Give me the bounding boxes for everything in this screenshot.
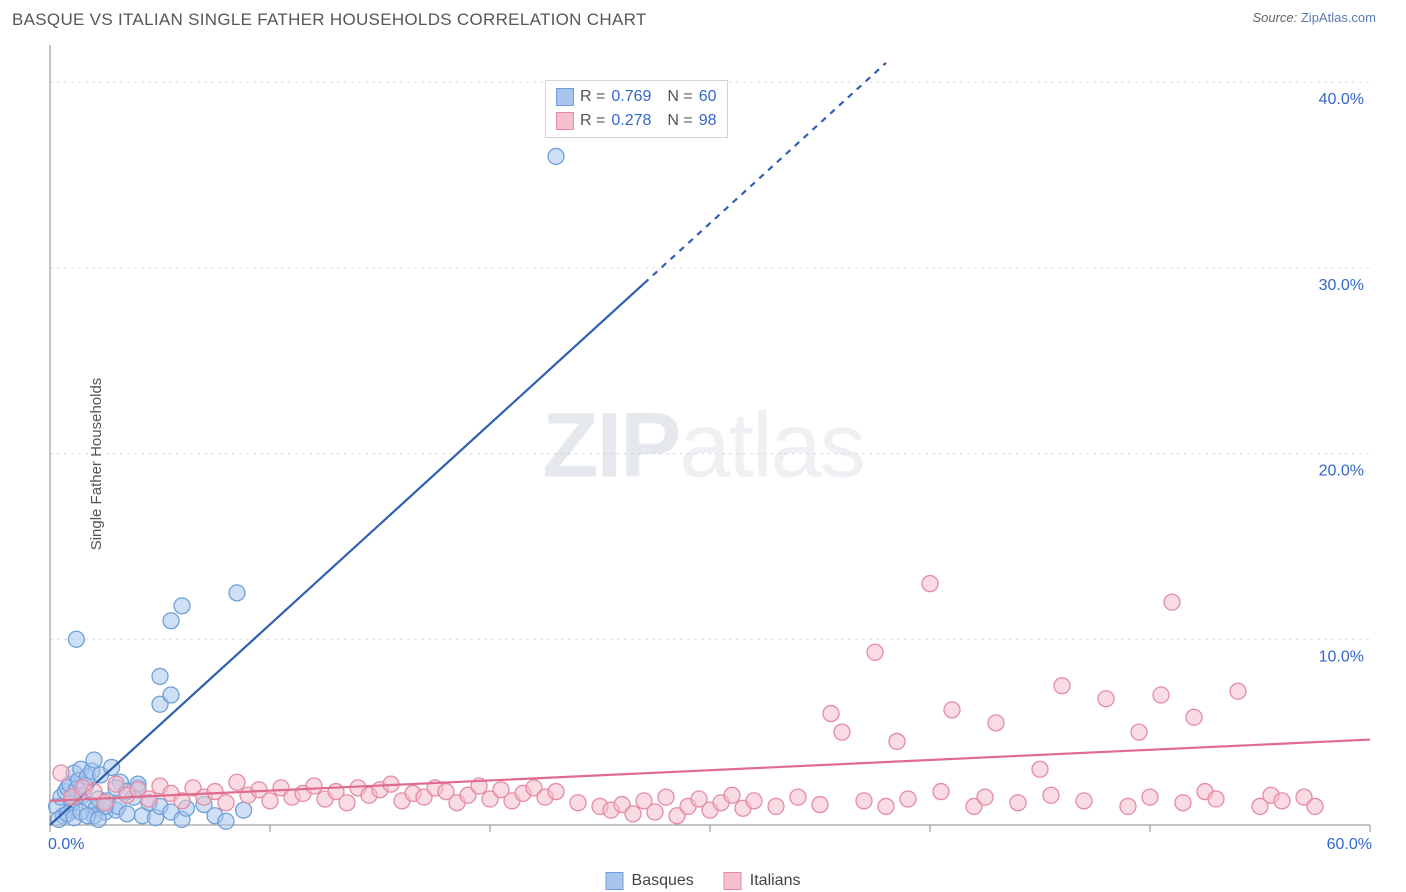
data-point bbox=[1131, 724, 1147, 740]
data-point bbox=[1120, 798, 1136, 814]
data-point bbox=[889, 733, 905, 749]
data-point bbox=[306, 778, 322, 794]
legend-swatch bbox=[606, 872, 624, 890]
stat-n-label: N = bbox=[667, 109, 692, 133]
data-point bbox=[68, 631, 84, 647]
data-point bbox=[625, 806, 641, 822]
data-point bbox=[944, 702, 960, 718]
data-point bbox=[933, 784, 949, 800]
data-point bbox=[1186, 709, 1202, 725]
data-point bbox=[1098, 691, 1114, 707]
data-point bbox=[1142, 789, 1158, 805]
trend-line bbox=[50, 283, 644, 825]
data-point bbox=[900, 791, 916, 807]
data-point bbox=[163, 613, 179, 629]
data-point bbox=[1043, 787, 1059, 803]
svg-text:40.0%: 40.0% bbox=[1319, 91, 1364, 108]
data-point bbox=[1274, 793, 1290, 809]
series-swatch bbox=[556, 112, 574, 130]
data-point bbox=[988, 715, 1004, 731]
data-point bbox=[922, 576, 938, 592]
legend-label: Basques bbox=[632, 872, 694, 890]
data-point bbox=[218, 795, 234, 811]
stat-r-value: 0.278 bbox=[611, 109, 651, 133]
scatter-chart: 10.0% 20.0% 30.0% 40.0% 0.0% 60.0% bbox=[0, 35, 1406, 855]
data-point bbox=[856, 793, 872, 809]
data-point bbox=[768, 798, 784, 814]
data-point bbox=[724, 787, 740, 803]
stat-r-value: 0.769 bbox=[611, 85, 651, 109]
data-point bbox=[1032, 761, 1048, 777]
stat-n-label: N = bbox=[667, 85, 692, 109]
legend-item: Italians bbox=[724, 872, 801, 890]
data-point bbox=[1164, 594, 1180, 610]
data-point bbox=[163, 687, 179, 703]
data-point bbox=[174, 598, 190, 614]
data-point bbox=[86, 752, 102, 768]
data-point bbox=[746, 793, 762, 809]
data-point bbox=[823, 706, 839, 722]
data-point bbox=[867, 644, 883, 660]
data-point bbox=[834, 724, 850, 740]
svg-text:10.0%: 10.0% bbox=[1319, 648, 1364, 665]
data-point bbox=[548, 148, 564, 164]
stat-row: R = 0.769 N = 60 bbox=[556, 85, 717, 109]
svg-text:20.0%: 20.0% bbox=[1319, 463, 1364, 480]
data-point bbox=[1054, 678, 1070, 694]
data-point bbox=[812, 797, 828, 813]
data-point bbox=[647, 804, 663, 820]
data-point bbox=[1175, 795, 1191, 811]
data-point bbox=[141, 791, 157, 807]
stat-row: R = 0.278 N = 98 bbox=[556, 109, 717, 133]
chart-title: BASQUE VS ITALIAN SINGLE FATHER HOUSEHOL… bbox=[12, 10, 647, 30]
source-attribution: Source: ZipAtlas.com bbox=[1252, 10, 1376, 25]
correlation-stats-box: R = 0.769 N = 60 R = 0.278 N = 98 bbox=[545, 80, 728, 138]
data-point bbox=[229, 585, 245, 601]
legend-swatch bbox=[724, 872, 742, 890]
svg-text:30.0%: 30.0% bbox=[1319, 277, 1364, 294]
data-point bbox=[977, 789, 993, 805]
stat-n-value: 98 bbox=[699, 109, 717, 133]
data-point bbox=[878, 798, 894, 814]
data-point bbox=[90, 811, 106, 827]
series-swatch bbox=[556, 88, 574, 106]
data-point bbox=[570, 795, 586, 811]
chart-legend: Basques Italians bbox=[606, 872, 801, 890]
data-point bbox=[53, 765, 69, 781]
trend-line bbox=[50, 740, 1370, 801]
data-point bbox=[1307, 798, 1323, 814]
data-point bbox=[339, 795, 355, 811]
source-prefix: Source: bbox=[1252, 10, 1300, 25]
data-point bbox=[236, 802, 252, 818]
data-point bbox=[119, 806, 135, 822]
svg-text:60.0%: 60.0% bbox=[1327, 836, 1372, 853]
legend-label: Italians bbox=[750, 872, 801, 890]
stat-n-value: 60 bbox=[699, 85, 717, 109]
data-point bbox=[1230, 683, 1246, 699]
stat-r-label: R = bbox=[580, 85, 605, 109]
data-point bbox=[218, 813, 234, 829]
legend-item: Basques bbox=[606, 872, 694, 890]
data-point bbox=[658, 789, 674, 805]
data-point bbox=[548, 784, 564, 800]
data-point bbox=[790, 789, 806, 805]
data-point bbox=[262, 793, 278, 809]
svg-text:0.0%: 0.0% bbox=[48, 836, 84, 853]
source-link[interactable]: ZipAtlas.com bbox=[1301, 10, 1376, 25]
data-point bbox=[1076, 793, 1092, 809]
data-point bbox=[152, 668, 168, 684]
data-point bbox=[1208, 791, 1224, 807]
y-axis-title: Single Father Households bbox=[88, 377, 105, 550]
data-point bbox=[229, 774, 245, 790]
data-point bbox=[1153, 687, 1169, 703]
stat-r-label: R = bbox=[580, 109, 605, 133]
data-point bbox=[1010, 795, 1026, 811]
